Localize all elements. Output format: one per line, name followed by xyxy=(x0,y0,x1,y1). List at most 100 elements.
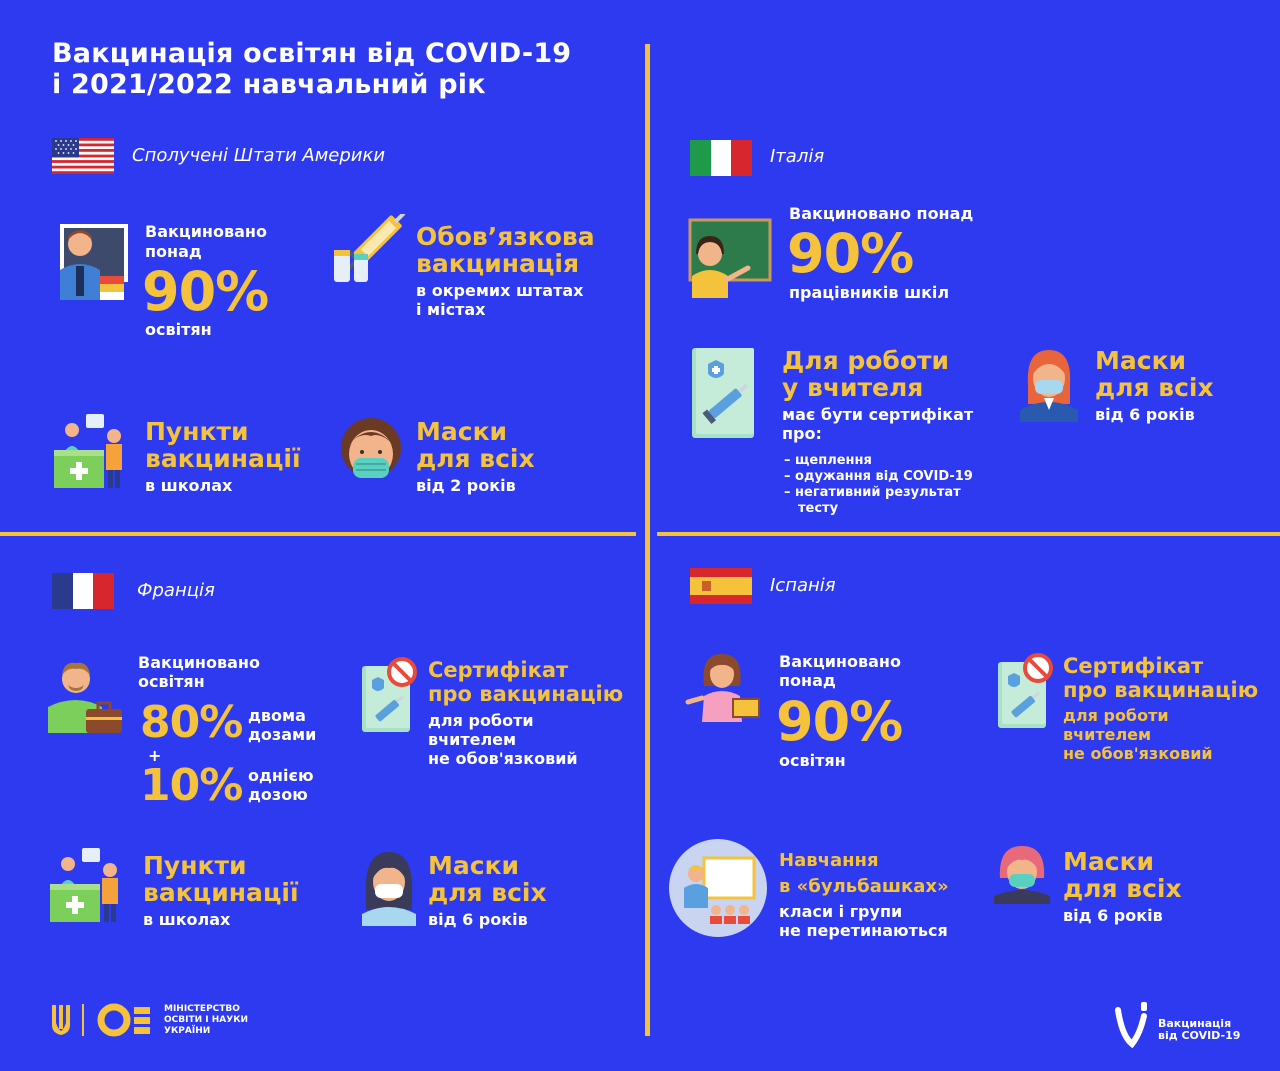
ministry-name: МІНІСТЕРСТВО ОСВІТИ І НАУКИ УКРАЇНИ xyxy=(164,1004,248,1037)
spain-flag-icon xyxy=(690,568,752,604)
usa-points-title1: Пункти xyxy=(145,417,249,446)
france-vaccinated-value2: 10% xyxy=(140,760,243,811)
trident-icon xyxy=(50,1003,72,1037)
vaccination-point-icon-france xyxy=(46,846,128,924)
spain-masks-sub: від 6 років xyxy=(1063,906,1163,925)
campaign-name-line2: від COVID-19 xyxy=(1158,1029,1241,1042)
italy-cert-item-1: – щеплення xyxy=(784,453,872,468)
usa-vaccinated-pre2: понад xyxy=(145,242,202,261)
italy-vaccinated-pre: Вакциновано понад xyxy=(789,204,974,223)
spain-cert-title1: Сертифікат xyxy=(1063,654,1204,678)
italy-cert-title2: у вчителя xyxy=(782,373,924,402)
footer-logo-divider xyxy=(82,1004,84,1036)
vaccine-syringe-icon xyxy=(330,214,408,286)
teacher-blackboard-icon xyxy=(688,218,772,300)
italy-cert-title1: Для роботи xyxy=(782,346,950,375)
italy-cert-item-3: – негативний результат xyxy=(784,485,961,500)
france-cert-sub1: для роботи xyxy=(428,711,534,730)
page-title-line1: Вакцинація освітян від COVID-19 xyxy=(52,38,572,69)
spain-vaccinated-value: 90% xyxy=(776,690,903,753)
certificate-book-icon xyxy=(690,346,758,440)
campaign-name-line1: Вакцинація xyxy=(1158,1017,1232,1030)
france-desc2b: дозою xyxy=(248,785,308,804)
classroom-bubble-icon xyxy=(668,838,768,938)
france-points-title1: Пункти xyxy=(143,851,247,880)
italy-cert-sub1: має бути сертифікат xyxy=(782,405,974,424)
campaign-logo-icon xyxy=(1114,1000,1154,1048)
spain-masks-title1: Маски xyxy=(1063,847,1155,876)
spain-bubbles-title1: Навчання xyxy=(779,850,879,871)
italy-masks-title2: для всіх xyxy=(1095,373,1214,402)
france-masks-title2: для всіх xyxy=(428,878,547,907)
teacher-icon xyxy=(50,222,130,302)
france-vaccinated-pre1: Вакциновано xyxy=(138,653,260,672)
usa-flag-icon xyxy=(52,138,114,174)
certificate-not-required-icon-spain xyxy=(996,652,1056,732)
campaign-name: Вакцинація від COVID-19 xyxy=(1158,1018,1240,1042)
page-title-line2: і 2021/2022 навчальний рік xyxy=(52,69,486,100)
ministry-name-line3: УКРАЇНИ xyxy=(164,1026,211,1036)
spain-vaccinated-pre2: понад xyxy=(779,671,836,690)
spain-cert-sub2: вчителем xyxy=(1063,725,1152,744)
woman-mask-icon xyxy=(1018,344,1080,422)
france-points-title2: вакцинації xyxy=(143,878,299,907)
france-vaccinated-pre2: освітян xyxy=(138,672,205,691)
vaccination-point-icon xyxy=(50,412,132,490)
france-flag-icon xyxy=(52,573,114,609)
france-masks-title1: Маски xyxy=(428,851,520,880)
usa-mandatory-title2: вакцинація xyxy=(416,249,580,278)
vertical-divider xyxy=(645,44,650,1036)
horizontal-divider-right xyxy=(657,532,1280,536)
france-desc2a: однією xyxy=(248,766,314,785)
usa-country-label: Сполучені Штати Америки xyxy=(132,145,386,166)
italy-masks-sub: від 6 років xyxy=(1095,405,1195,424)
usa-vaccinated-pre1: Вакциновано xyxy=(145,222,267,241)
france-country-label: Франція xyxy=(137,580,215,601)
spain-country-label: Іспанія xyxy=(770,575,836,596)
italy-vaccinated-value: 90% xyxy=(787,222,914,285)
horizontal-divider-left xyxy=(0,532,636,536)
italy-cert-item-2: – одужання від COVID-19 xyxy=(784,469,973,484)
certificate-not-required-icon xyxy=(360,656,420,736)
teacher-book-icon xyxy=(684,648,764,724)
page-title: Вакцинація освітян від COVID-19 і 2021/2… xyxy=(52,38,571,100)
france-desc1b: дозами xyxy=(248,725,317,744)
italy-country-label: Італія xyxy=(770,146,825,167)
usa-masks-title2: для всіх xyxy=(416,444,535,473)
child-mask-icon xyxy=(340,414,402,486)
girl-mask-icon xyxy=(360,848,418,926)
usa-mandatory-title1: Обов’язкова xyxy=(416,222,595,251)
spain-cert-title2: про вакцинацію xyxy=(1063,678,1259,702)
usa-vaccinated-post: освітян xyxy=(145,320,212,339)
ministry-name-line2: ОСВІТИ І НАУКИ xyxy=(164,1015,249,1025)
italy-masks-title1: Маски xyxy=(1095,346,1187,375)
usa-points-sub: в школах xyxy=(145,476,233,495)
france-cert-sub2: вчителем xyxy=(428,730,517,749)
france-desc1a: двома xyxy=(248,706,306,725)
spain-cert-sub1: для роботи xyxy=(1063,706,1169,725)
spain-bubbles-sub2: не перетинаються xyxy=(779,921,948,940)
ministry-logo-icon xyxy=(96,1002,156,1038)
france-points-sub: в школах xyxy=(143,910,231,929)
france-masks-sub: від 6 років xyxy=(428,910,528,929)
france-plus: + xyxy=(148,746,162,765)
france-vaccinated-value1: 80% xyxy=(140,697,243,748)
usa-vaccinated-value: 90% xyxy=(142,260,269,323)
usa-points-title2: вакцинації xyxy=(145,444,301,473)
spain-cert-sub3: не обов'язковий xyxy=(1063,744,1213,763)
spain-vaccinated-post: освітян xyxy=(779,751,846,770)
spain-masks-title2: для всіх xyxy=(1063,874,1182,903)
usa-masks-title1: Маски xyxy=(416,417,508,446)
france-cert-title2: про вакцинацію xyxy=(428,682,624,706)
france-cert-title1: Сертифікат xyxy=(428,658,569,682)
italy-cert-sub2: про: xyxy=(782,424,822,443)
ministry-name-line1: МІНІСТЕРСТВО xyxy=(164,1004,240,1014)
italy-vaccinated-post: працівників шкіл xyxy=(789,283,950,302)
woman-mask-icon-spain xyxy=(992,842,1052,904)
spain-vaccinated-pre1: Вакциновано xyxy=(779,652,901,671)
usa-mandatory-sub1: в окремих штатах xyxy=(416,281,584,300)
man-briefcase-icon xyxy=(46,655,126,735)
usa-mandatory-sub2: і містах xyxy=(416,300,486,319)
france-cert-sub3: не обов'язковий xyxy=(428,749,578,768)
italy-flag-icon xyxy=(690,140,752,176)
